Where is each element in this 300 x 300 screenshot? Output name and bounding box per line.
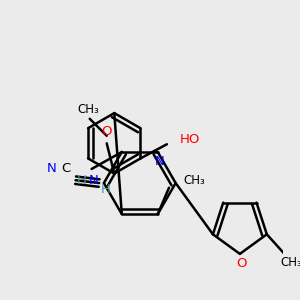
Text: N: N <box>88 174 98 187</box>
Text: HO: HO <box>180 133 200 146</box>
Text: H: H <box>77 174 87 187</box>
Text: H: H <box>101 183 111 196</box>
Text: O: O <box>101 124 112 137</box>
Text: N: N <box>47 162 57 176</box>
Text: O: O <box>236 257 247 270</box>
Text: CH₃: CH₃ <box>183 174 205 187</box>
Text: N: N <box>155 155 164 168</box>
Text: C: C <box>61 162 71 176</box>
Text: CH₃: CH₃ <box>280 256 300 269</box>
Text: CH₃: CH₃ <box>77 103 99 116</box>
